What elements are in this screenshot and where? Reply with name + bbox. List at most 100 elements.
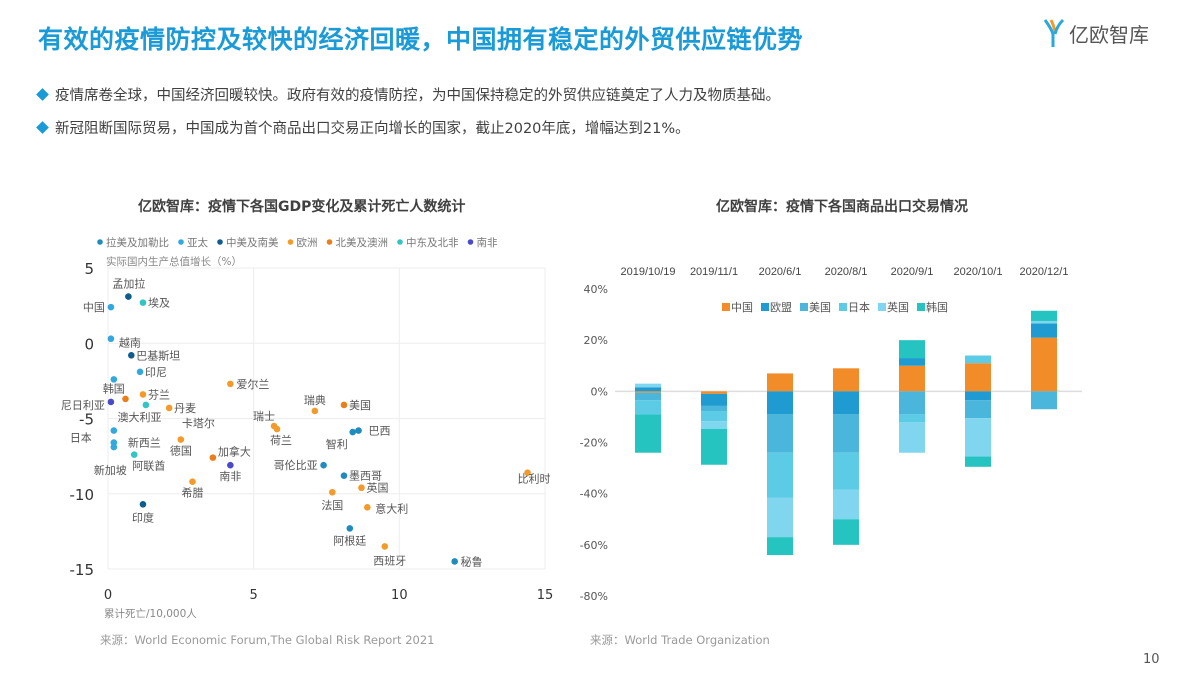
scatter-point [122,395,129,403]
scatter-point [110,443,118,451]
scatter-point [273,425,281,433]
scatter-point [358,484,365,492]
bar-segment [1031,391,1057,410]
scatter-point [355,427,362,434]
legend-marker [217,239,223,245]
point-label: 芬兰 [148,388,170,401]
point-label: 荷兰 [270,434,292,447]
legend-label: 欧洲 [297,237,318,249]
scatter-point [227,380,234,388]
bar-segment [635,383,661,388]
logo-icon [1043,18,1065,47]
point-label: 瑞典 [304,393,326,407]
point-label: 加拿大 [218,445,251,459]
bar-segment [635,391,661,393]
bullet-item: 疫情席卷全球，中国经济回暖较快。政府有效的疫情防控，为中国保持稳定的外贸供应链奠… [36,84,780,105]
legend-label: 美国 [809,301,831,314]
scatter-point [340,401,348,409]
point-label: 希腊 [181,486,203,500]
point-label: 意大利 [375,501,408,515]
y-tick-label: -20% [580,437,608,450]
x-tick-label: 0 [104,588,112,603]
scatter-source: 来源：World Economic Forum,The Global Risk … [100,633,435,647]
scatter-point [125,293,132,300]
scatter-point [177,436,185,443]
y-tick-label: -60% [580,539,608,552]
legend-label: 中东及北非 [406,236,459,249]
bar-segment [767,452,793,498]
bar-segment [899,422,925,453]
scatter-point [107,335,115,343]
legend-label: 韩国 [926,300,948,314]
bar-source: 来源：World Trade Organization [590,633,770,647]
bar-segment [965,391,991,401]
legend-marker [761,303,769,311]
bullet-item: 新冠阻断国际贸易，中国成为首个商品出口交易正向增长的国家，截止2020年底，增幅… [36,117,690,138]
scatter-point [110,427,118,434]
category-label: 2019/11/1 [690,266,738,278]
bar-segment [833,452,859,490]
bar-segment [701,428,727,465]
point-label: 墨西哥 [349,470,382,483]
scatter-point [110,376,118,383]
scatter-point [139,500,147,508]
scatter-point [524,469,531,476]
point-label: 巴西 [369,425,391,438]
scatter-point [320,461,327,469]
bar-segment [701,411,727,422]
legend-label: 中美及南美 [226,236,279,249]
category-label: 2020/6/1 [759,266,802,278]
scatter-point [142,401,150,409]
point-label: 比利时 [518,473,551,486]
y-tick-label: -10 [70,486,95,504]
scatter-point [189,478,196,486]
scatter-point [128,351,135,359]
point-label: 南非 [219,470,241,483]
scatter-point [346,525,354,532]
legend-marker [326,239,333,245]
bar-segment [1031,337,1057,392]
bar-segment [833,414,859,453]
x-axis-label: 累计死亡/10,000人 [104,607,197,620]
scatter-chart: 拉美及加勒比 亚太 中美及南美 欧洲 北美及澳洲 中东及北非 南非实际国内生产总值增长（%）… [61,236,553,620]
bar-segment [833,489,859,520]
scatter-point [209,454,217,461]
logo: 亿欧智库 [1043,18,1149,48]
point-label: 丹麦 [174,402,196,415]
point-label: 孟加拉 [112,277,145,291]
bar-segment [635,400,661,415]
legend-marker [467,239,474,245]
bar-segment [965,400,991,419]
scatter-point [340,472,348,479]
bar-segment [899,358,925,366]
legend-marker [178,239,184,245]
bullet-text: 新冠阻断国际贸易，中国成为首个商品出口交易正向增长的国家，截止2020年底，增幅… [55,121,690,137]
bar-segment [833,391,859,415]
category-label: 2020/10/1 [954,266,1003,278]
bar-segment [635,387,661,392]
legend-marker [800,303,808,311]
category-label: 2019/10/19 [620,266,675,278]
diamond-bullet-icon [36,88,49,101]
point-label: 秘鲁 [461,554,483,568]
legend-label: 北美及澳洲 [336,236,389,249]
bar-segment [701,421,727,429]
legend-label: 中国 [731,301,753,314]
point-label: 法国 [321,498,343,512]
logo-text: 亿欧智库 [1069,22,1149,47]
legend-marker [917,303,925,311]
legend-label: 欧盟 [770,301,792,314]
legend-marker [97,239,103,245]
bar-segment [833,368,859,392]
scatter-point [329,488,336,496]
bar-segment [965,456,991,467]
point-label: 新西兰 [128,436,161,450]
point-label: 西班牙 [373,554,406,567]
scatter-point [107,398,115,406]
legend-label: 英国 [887,300,909,314]
category-label: 2020/12/1 [1020,266,1069,278]
legend-marker [397,239,403,245]
point-label: 澳大利亚 [117,410,161,424]
bar-segment [701,391,727,394]
bar-segment [701,393,727,406]
